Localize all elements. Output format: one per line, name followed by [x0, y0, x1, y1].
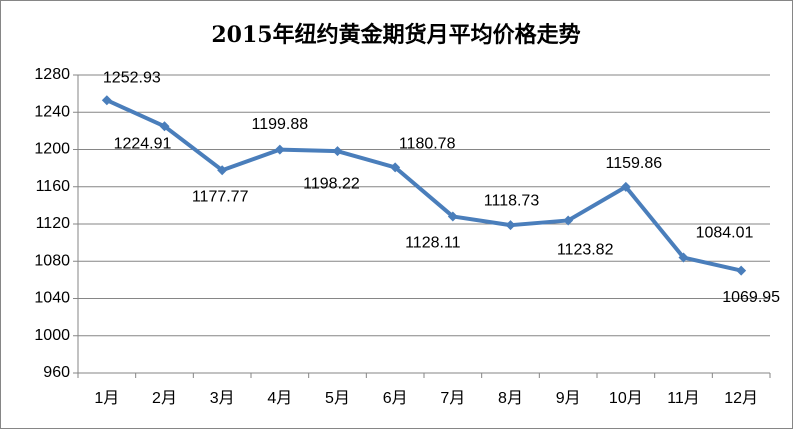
y-tick-label: 1160 — [36, 178, 71, 195]
y-tick-label: 1080 — [34, 252, 70, 269]
y-tick-label: 1240 — [34, 103, 70, 120]
y-tick-label: 1200 — [34, 141, 70, 158]
y-tick-label: 1120 — [36, 215, 71, 232]
data-label: 1199.88 — [252, 116, 309, 133]
y-tick-label: 1040 — [34, 290, 70, 307]
marker — [563, 215, 574, 226]
marker — [101, 95, 112, 106]
x-tick-label: 7月 — [440, 390, 465, 407]
data-label: 1252.93 — [103, 69, 161, 86]
x-tick-label: 10月 — [609, 390, 643, 407]
marker — [274, 144, 285, 155]
x-tick-label: 3月 — [210, 390, 235, 407]
data-label: 1159.86 — [606, 155, 663, 172]
y-tick-label: 1280 — [34, 66, 70, 83]
x-tick-label: 4月 — [267, 390, 292, 407]
marker — [217, 165, 228, 176]
marker — [678, 252, 689, 263]
x-tick-label: 9月 — [556, 390, 581, 407]
data-label: 1198.22 — [303, 175, 360, 192]
data-label: 1118.73 — [484, 192, 540, 209]
data-label: 1177.77 — [192, 188, 249, 205]
x-tick-label: 8月 — [498, 390, 523, 407]
y-tick-label: 1000 — [34, 327, 70, 344]
y-tick-label: 960 — [43, 364, 70, 381]
data-label: 1123.82 — [557, 242, 614, 259]
data-label: 1084.01 — [696, 225, 754, 242]
data-label: 1069.95 — [722, 289, 780, 306]
marker — [390, 162, 401, 173]
marker — [620, 181, 631, 192]
x-tick-label: 12月 — [724, 390, 758, 407]
x-tick-label: 11月 — [667, 390, 700, 407]
marker — [505, 220, 516, 231]
x-tick-label: 6月 — [383, 390, 408, 407]
data-label: 1128.11 — [405, 235, 461, 252]
x-tick-label: 1月 — [94, 390, 119, 407]
line-series — [106, 98, 742, 273]
marker — [447, 211, 458, 222]
data-label: 1180.78 — [399, 136, 456, 153]
marker — [736, 265, 747, 276]
x-tick-label: 5月 — [325, 390, 350, 407]
marker — [159, 121, 170, 132]
marker — [332, 146, 343, 157]
x-tick-label: 2月 — [152, 390, 177, 407]
data-label: 1224.91 — [114, 136, 172, 153]
chart-title: 2015年纽约黄金期货月平均价格走势 — [211, 22, 580, 48]
